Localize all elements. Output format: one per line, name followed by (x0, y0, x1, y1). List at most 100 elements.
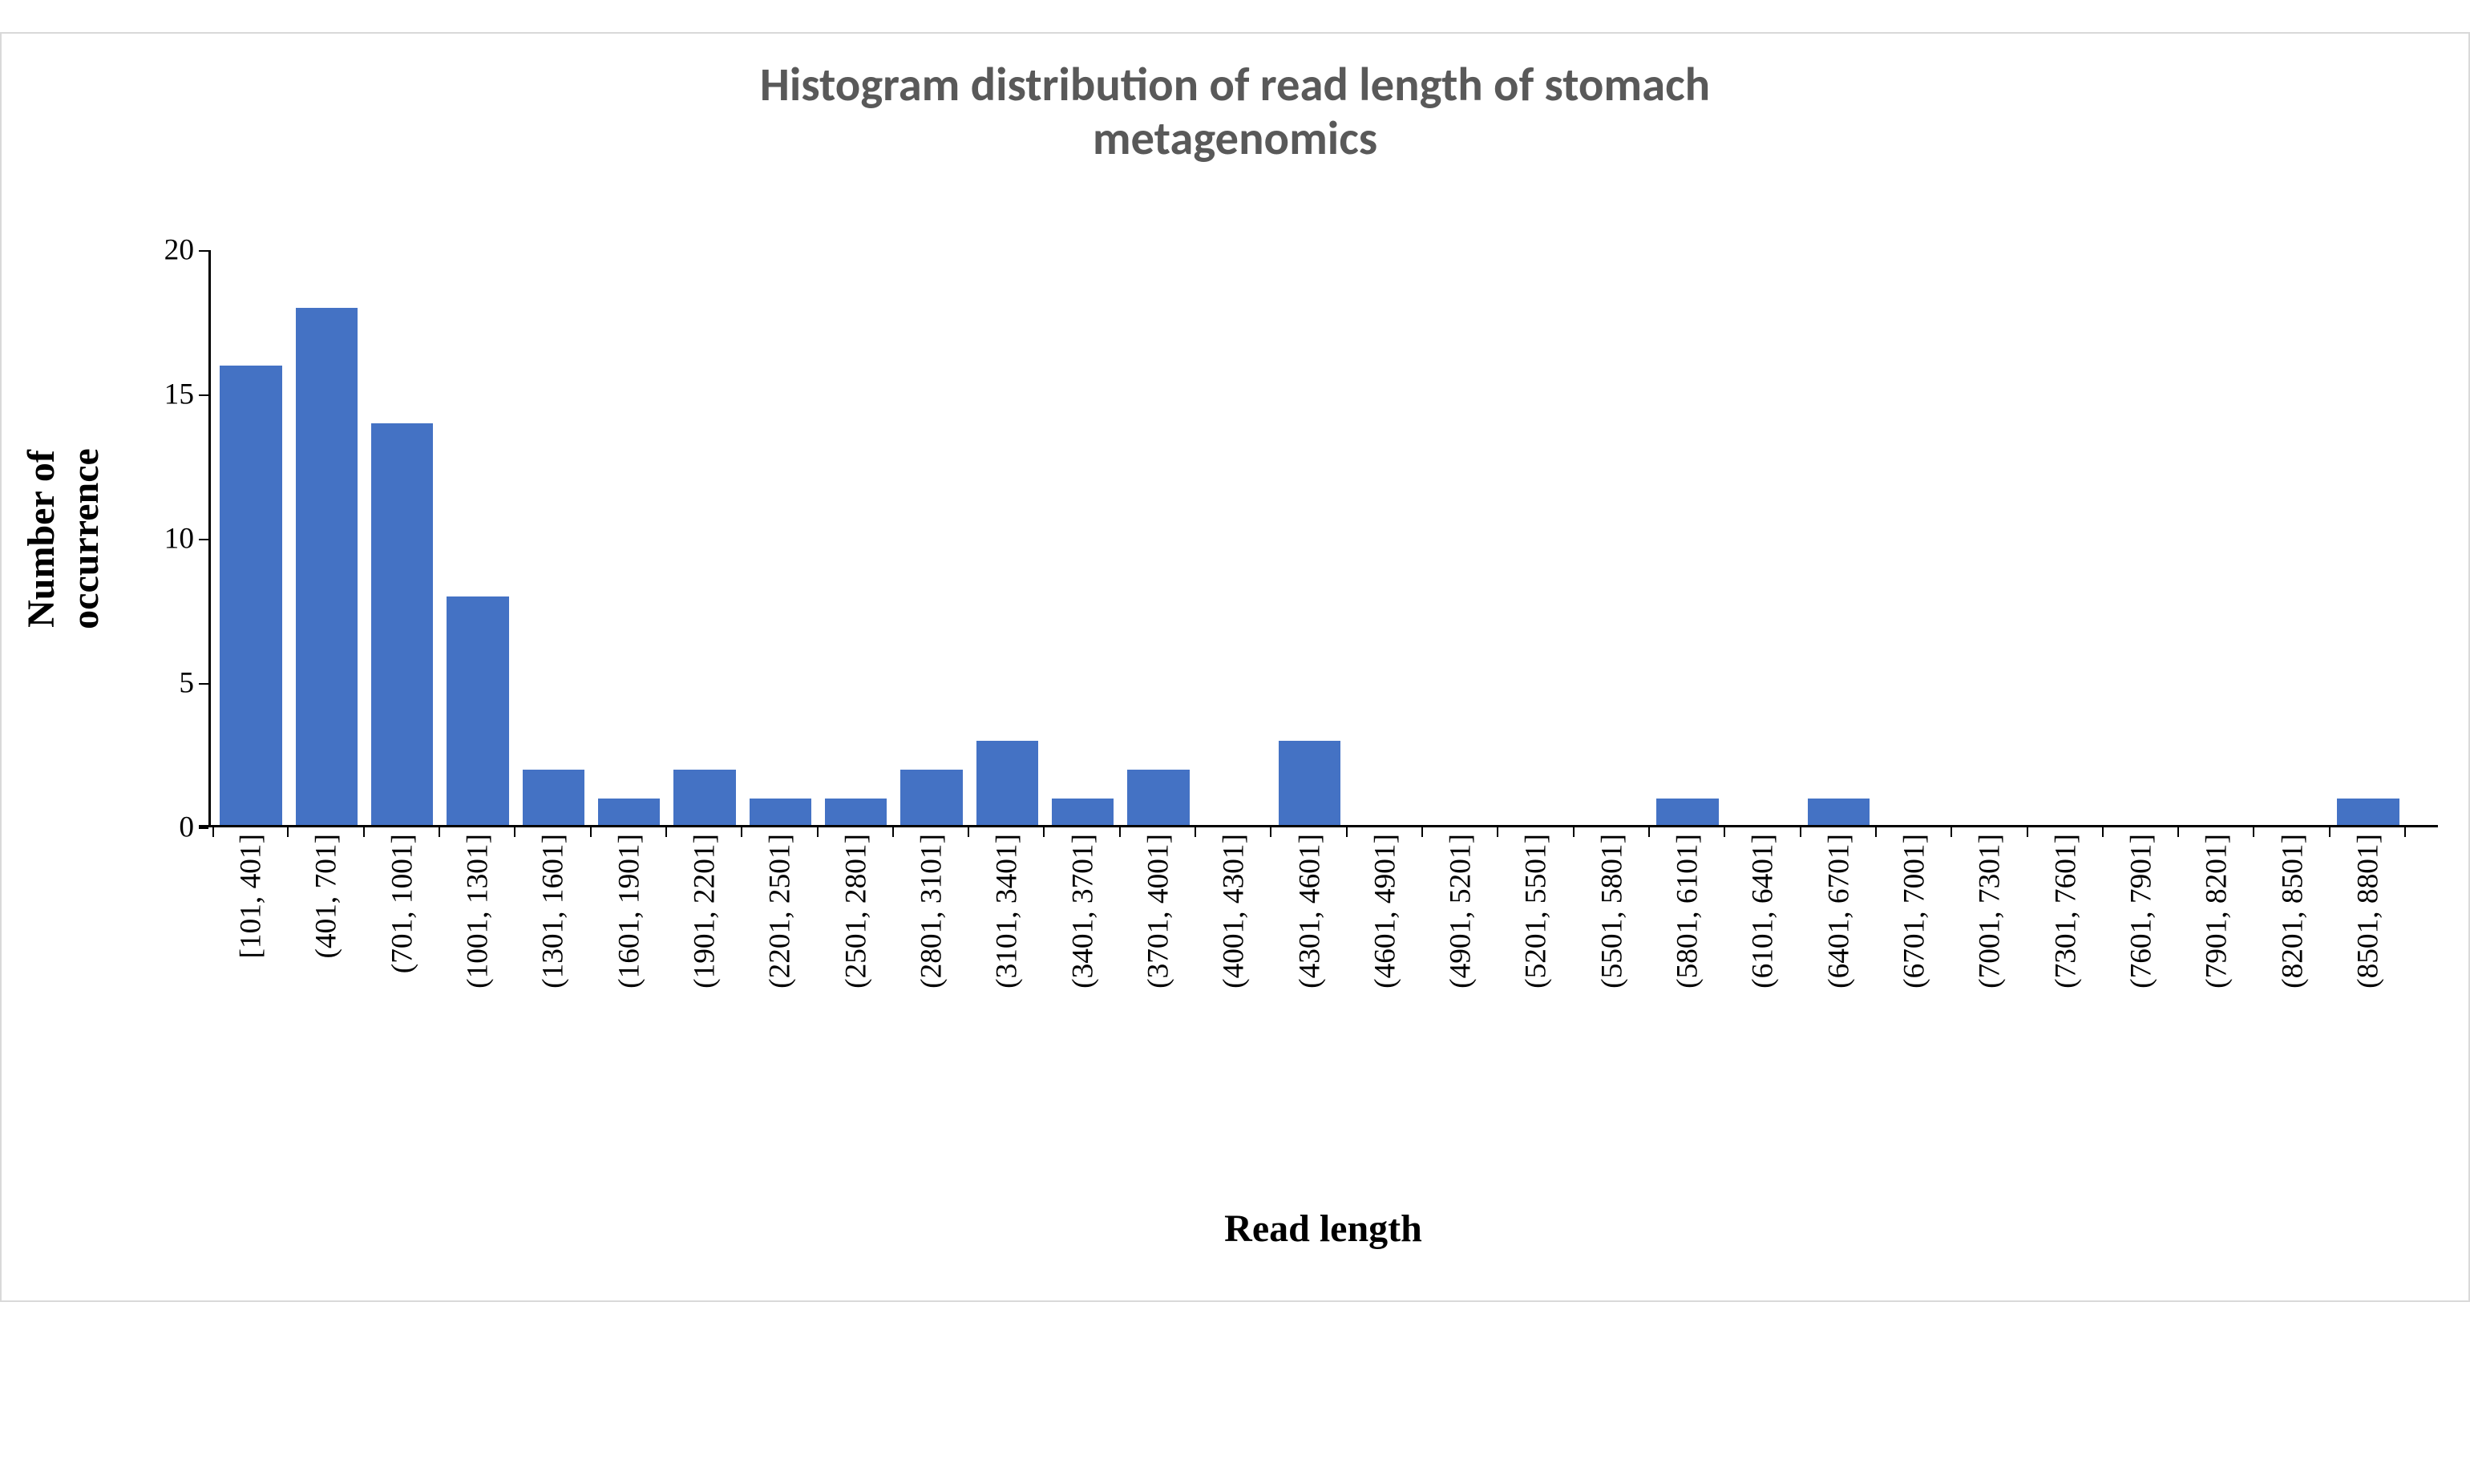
bar-slot (2104, 250, 2179, 827)
y-tick-label: 0 (179, 811, 194, 845)
histogram-bar (447, 596, 508, 827)
bar-slot (1952, 250, 2027, 827)
x-tick-label: (1001, 1301] (461, 834, 495, 989)
x-label-slot: (6701, 7001] (1877, 827, 1952, 1180)
chart-title-line: metagenomics (32, 111, 2438, 165)
bar-slot (1121, 250, 1196, 827)
x-tick-label: (7301, 7601] (2048, 834, 2083, 989)
x-label-slot: (1301, 1601] (515, 827, 591, 1180)
bar-slot (365, 250, 440, 827)
y-axis-line (208, 250, 211, 827)
bar-slot (969, 250, 1045, 827)
x-label-slot: (6401, 6701] (1801, 827, 1877, 1180)
bar-slot (1348, 250, 1423, 827)
histogram-bar (220, 366, 281, 827)
x-label-slot: (7301, 7601] (2028, 827, 2104, 1180)
histogram-bar (1052, 799, 1114, 827)
x-label-slot: (6101, 6401] (1725, 827, 1801, 1180)
x-tick-label: (8201, 8501] (2275, 834, 2310, 989)
x-label-slot: (3401, 3701] (1045, 827, 1120, 1180)
histogram-bar (673, 770, 735, 827)
bar-slot (1725, 250, 1801, 827)
y-tick-mark (199, 250, 208, 252)
x-tick-label: (7601, 7901] (2124, 834, 2158, 989)
x-tick-label: (2501, 2801] (839, 834, 873, 989)
x-label-slot: (3701, 4001] (1121, 827, 1196, 1180)
x-tick-label: (4901, 5201] (1444, 834, 1478, 989)
x-label-slot: (4301, 4601] (1271, 827, 1347, 1180)
x-label-slot: (4601, 4901] (1348, 827, 1423, 1180)
bar-slot (289, 250, 364, 827)
y-tick-mark (199, 827, 208, 829)
bar-slot (515, 250, 591, 827)
histogram-bar (598, 799, 660, 827)
bar-slot (2254, 250, 2330, 827)
y-tick-mark (199, 394, 208, 396)
x-label-slot: (7901, 8201] (2179, 827, 2254, 1180)
x-label-slot: (7001, 7301] (1952, 827, 2027, 1180)
bar-slot (213, 250, 289, 827)
y-tick-label: 5 (179, 666, 194, 701)
x-tick-label: (7001, 7301] (1973, 834, 2007, 989)
x-tick-label: (6101, 6401] (1746, 834, 1781, 989)
y-tick-mark (199, 539, 208, 540)
x-label-slot: (2501, 2801] (819, 827, 894, 1180)
histogram-chart-card: Histogram distribution of read length of… (0, 32, 2470, 1302)
bar-slot (1196, 250, 1271, 827)
x-tick-label: (5801, 6101] (1671, 834, 1705, 989)
x-label-slot: (3101, 3401] (969, 827, 1045, 1180)
x-tick-label: (5501, 5801] (1595, 834, 1629, 989)
x-label-slot: (1001, 1301] (440, 827, 515, 1180)
x-tick-label: (4301, 4601] (1292, 834, 1327, 989)
bar-slot (1650, 250, 1725, 827)
histogram-bar (825, 799, 887, 827)
x-label-slot: (4901, 5201] (1423, 827, 1498, 1180)
x-label-slot: (8501, 8801] (2331, 827, 2406, 1180)
chart-title-line: Histogram distribution of read length of… (32, 58, 2438, 111)
x-tick-label: (2801, 3101] (914, 834, 948, 989)
bar-slot (2331, 250, 2406, 827)
x-tick-label: (1301, 1601] (536, 834, 571, 989)
y-axis-label-line: Number of (19, 448, 63, 629)
y-tick-label: 10 (164, 522, 194, 556)
x-tick-label: (5201, 5501] (1519, 834, 1554, 989)
y-axis-label: Number ofoccurrence (19, 448, 107, 629)
bars-row (213, 250, 2406, 827)
x-axis-label: Read length (208, 1180, 2438, 1276)
bar-slot (1575, 250, 1650, 827)
x-tick-label: (6701, 7001] (1898, 834, 1932, 989)
bar-slot (592, 250, 667, 827)
x-label-slot: (7601, 7901] (2104, 827, 2179, 1180)
x-label-slot: (5501, 5801] (1575, 827, 1650, 1180)
histogram-bar (371, 423, 433, 827)
bar-slot (1271, 250, 1347, 827)
histogram-bar (2337, 799, 2399, 827)
x-tick-label: (7901, 8201] (2200, 834, 2234, 989)
y-tick-label: 15 (164, 378, 194, 412)
plot-area: 05101520 (208, 250, 2438, 827)
x-label-slot: (1901, 2201] (667, 827, 742, 1180)
bar-slot (1423, 250, 1498, 827)
histogram-bar (750, 799, 811, 827)
histogram-bar (296, 308, 358, 827)
bar-slot (1498, 250, 1574, 827)
x-tick-label: (701, 1001] (385, 834, 419, 973)
x-label-slot: [101, 401] (213, 827, 289, 1180)
x-tick-label: (1601, 1901] (612, 834, 646, 989)
x-tick-label: (6401, 6701] (1821, 834, 1856, 989)
x-label-slot: (4001, 4301] (1196, 827, 1271, 1180)
x-tick-label: (4601, 4901] (1368, 834, 1402, 989)
bar-slot (894, 250, 969, 827)
bar-slot (440, 250, 515, 827)
x-label-slot: (8201, 8501] (2254, 827, 2330, 1180)
x-tick-label: (8501, 8801] (2351, 834, 2385, 989)
y-axis-label-line: occurrence (63, 448, 107, 629)
x-tick-label: (401, 701] (309, 834, 344, 959)
bar-slot (1045, 250, 1120, 827)
x-label-slot: (2201, 2501] (742, 827, 818, 1180)
x-tick-label: (3101, 3401] (990, 834, 1025, 989)
x-tick-label: [101, 401] (234, 834, 269, 959)
y-tick-mark (199, 683, 208, 685)
x-label-slot: (1601, 1901] (592, 827, 667, 1180)
y-tick-label: 20 (164, 233, 194, 268)
